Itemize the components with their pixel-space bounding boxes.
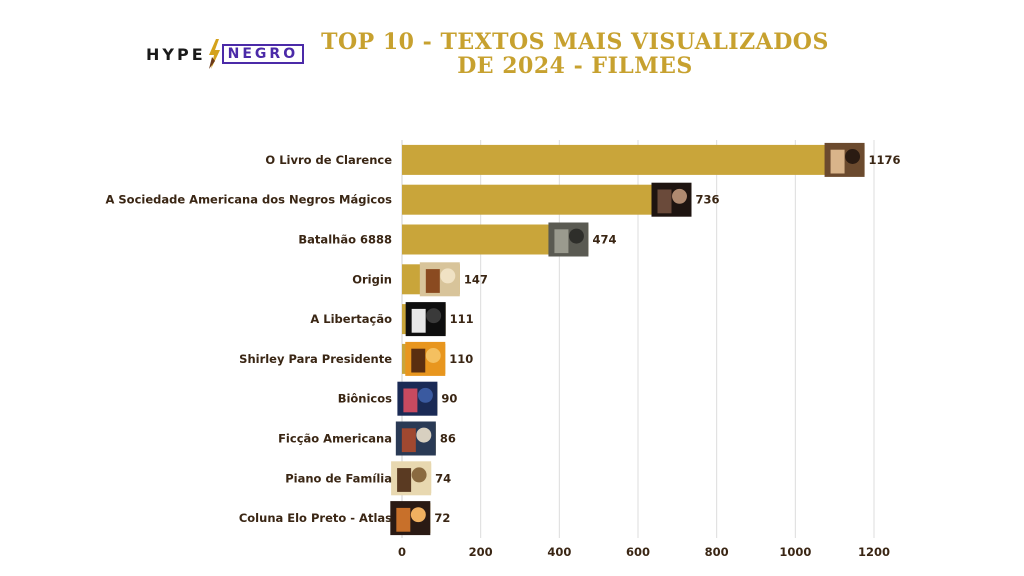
category-label-8: Piano de Família [285,471,392,485]
poster-figure-7 [401,428,416,453]
bar-0 [402,144,865,175]
x-tick-label-3: 600 [626,545,650,559]
logo-text-negro: NEGRO [221,44,305,64]
poster-thumbnail-2 [548,222,589,257]
poster-figure-3 [425,269,440,293]
category-label-3: Origin [352,272,392,286]
poster-thumbnail-4 [405,302,446,337]
value-label-7: 86 [440,432,456,446]
poster-figure-1 [657,189,672,214]
x-tick-label-4: 800 [705,545,729,559]
poster-figure-6 [403,388,418,413]
poster-thumbnail-0 [824,142,865,177]
x-tick-label-0: 0 [398,545,406,559]
value-label-3: 147 [464,272,488,286]
hype-negro-logo: HYPE NEGRO [146,38,305,70]
x-tick-label-2: 400 [547,545,571,559]
poster-detail-1 [672,188,687,204]
poster-figure-2 [554,229,569,254]
lightning-bolt-icon [208,39,220,69]
poster-detail-3 [440,268,456,284]
poster-thumbnail-8 [391,461,432,496]
category-label-1: A Sociedade Americana dos Negros Mágicos [106,193,393,207]
category-label-2: Batalhão 6888 [298,233,392,247]
poster-thumbnail-9 [390,501,431,536]
value-label-2: 474 [592,233,616,247]
poster-figure-9 [396,507,411,532]
category-label-0: O Livro de Clarence [265,153,392,167]
value-label-6: 90 [441,392,457,406]
poster-figure-5 [411,348,426,373]
poster-figure-4 [411,308,426,333]
poster-thumbnail-5 [405,341,446,376]
x-tick-label-6: 1200 [858,545,890,559]
value-label-1: 736 [695,193,719,207]
poster-detail-8 [411,467,427,483]
poster-figure-0 [830,149,845,174]
category-label-4: A Libertação [310,312,392,326]
poster-detail-2 [568,228,584,244]
value-label-5: 110 [449,352,473,366]
logo-text-hype: HYPE [146,44,206,64]
poster-figure-8 [397,468,412,492]
value-label-9: 72 [434,511,450,525]
category-label-5: Shirley Para Presidente [239,352,392,366]
value-label-4: 111 [450,312,474,326]
poster-thumbnail-6 [397,381,438,416]
value-label-8: 74 [435,471,451,485]
chart-title: TOP 10 - TEXTOS MAIS VISUALIZADOS DE 202… [321,29,829,79]
poster-detail-4 [426,308,442,324]
poster-thumbnail-1 [651,182,692,217]
poster-thumbnail-3 [419,262,460,297]
value-label-0: 1176 [869,153,901,167]
poster-detail-9 [410,507,426,523]
x-tick-label-5: 1000 [779,545,811,559]
poster-detail-6 [417,387,433,403]
poster-detail-0 [845,149,861,164]
poster-detail-5 [425,348,441,363]
bar-1 [402,184,692,215]
poster-detail-7 [416,427,432,443]
category-label-9: Coluna Elo Preto - Atlas [239,511,392,525]
category-label-7: Ficção Americana [278,432,392,446]
category-label-6: Biônicos [338,392,392,406]
x-tick-label-1: 200 [469,545,493,559]
poster-thumbnail-7 [395,421,436,456]
